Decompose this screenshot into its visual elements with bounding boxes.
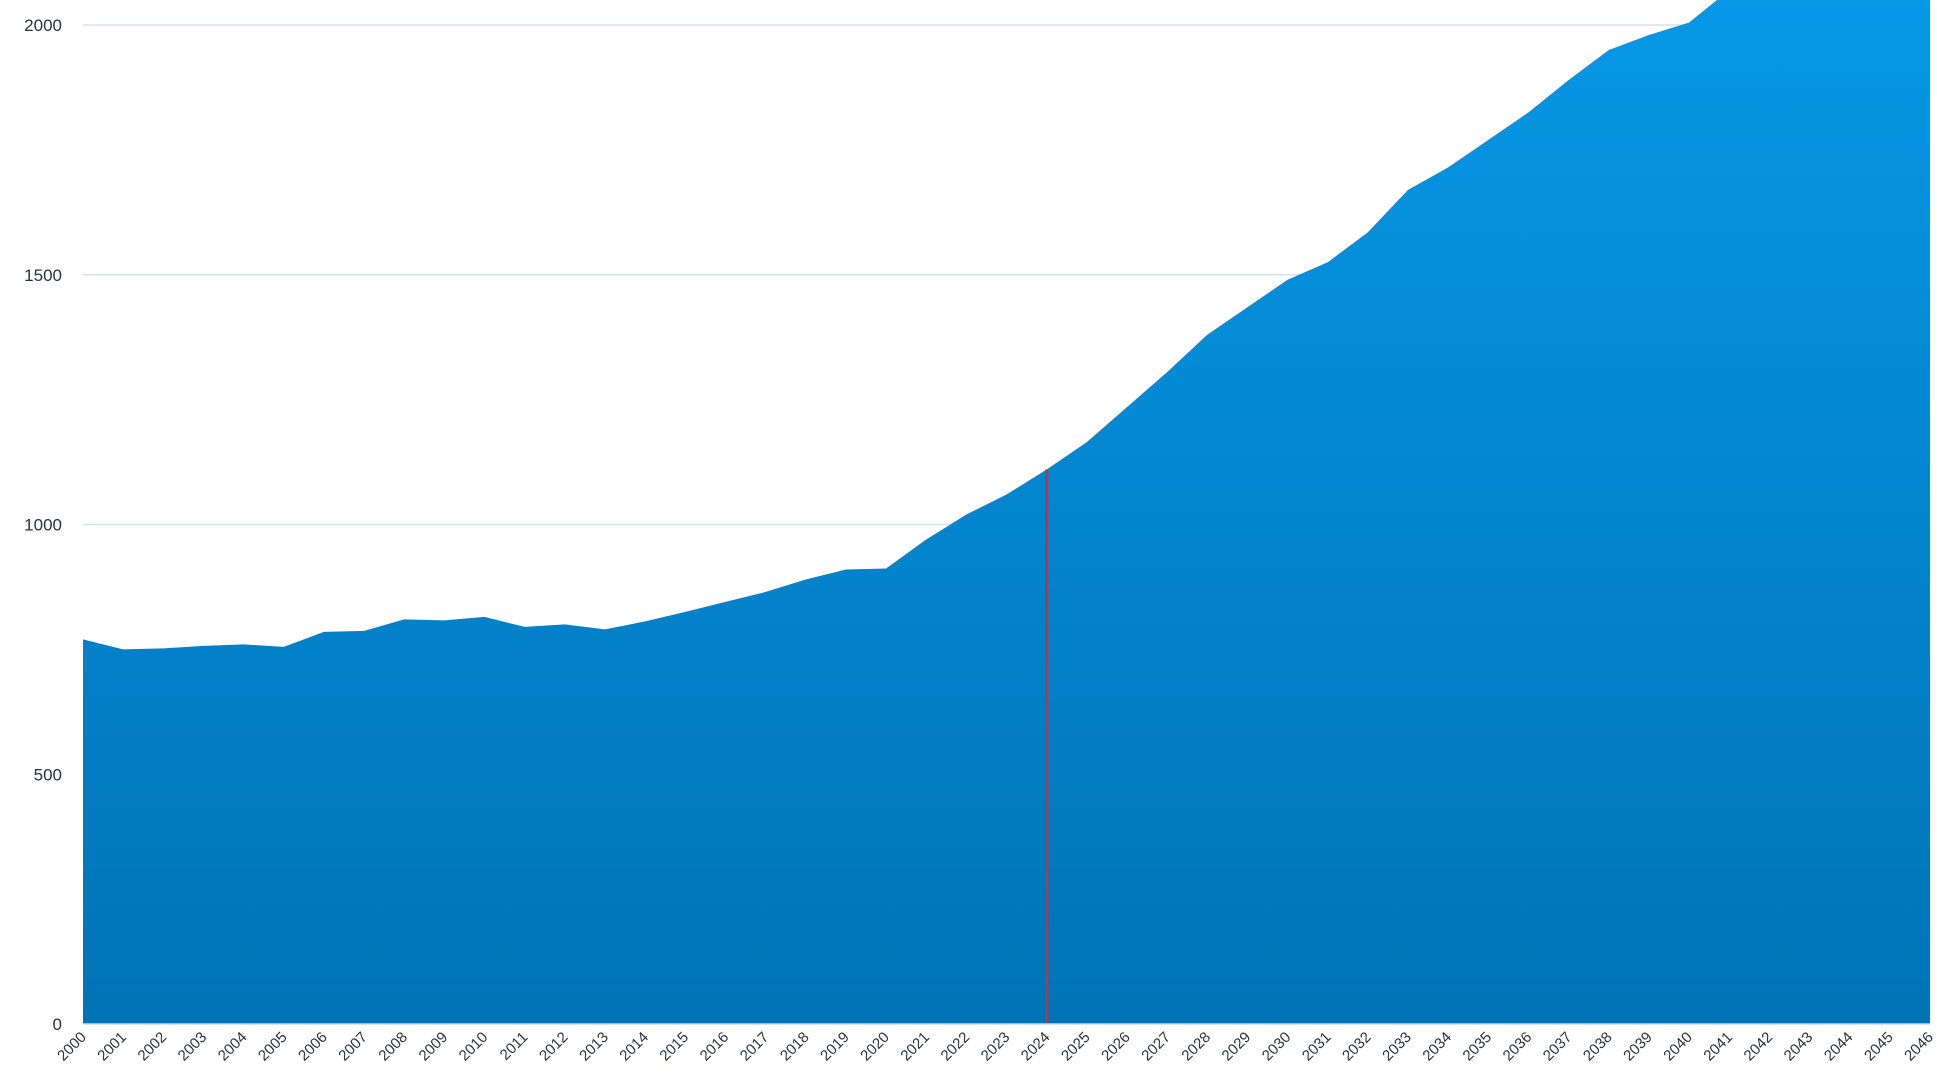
y-tick-label-500: 500 bbox=[34, 765, 62, 784]
x-tick-label-2002: 2002 bbox=[135, 1029, 171, 1065]
x-tick-label-2016: 2016 bbox=[697, 1029, 733, 1065]
x-tick-label-2018: 2018 bbox=[777, 1029, 813, 1065]
x-tick-label-2025: 2025 bbox=[1058, 1029, 1094, 1065]
x-tick-label-2000: 2000 bbox=[54, 1029, 90, 1065]
x-tick-label-2042: 2042 bbox=[1741, 1029, 1777, 1065]
x-tick-label-2045: 2045 bbox=[1861, 1029, 1897, 1065]
x-tick-label-2008: 2008 bbox=[375, 1029, 411, 1065]
x-tick-label-2010: 2010 bbox=[456, 1029, 492, 1065]
x-tick-label-2023: 2023 bbox=[978, 1029, 1014, 1065]
x-tick-label-2017: 2017 bbox=[737, 1029, 773, 1065]
x-tick-label-2041: 2041 bbox=[1700, 1029, 1736, 1065]
x-tick-label-2001: 2001 bbox=[94, 1029, 130, 1065]
y-tick-label-1000: 1000 bbox=[24, 516, 62, 535]
x-tick-label-2031: 2031 bbox=[1299, 1029, 1335, 1065]
x-tick-label-2021: 2021 bbox=[897, 1029, 933, 1065]
x-tick-label-2003: 2003 bbox=[175, 1029, 211, 1065]
x-tick-label-2046: 2046 bbox=[1901, 1029, 1937, 1065]
x-tick-label-2020: 2020 bbox=[857, 1029, 893, 1065]
x-tick-label-2033: 2033 bbox=[1379, 1029, 1415, 1065]
x-tick-label-2030: 2030 bbox=[1259, 1029, 1295, 1065]
x-tick-label-2040: 2040 bbox=[1660, 1029, 1696, 1065]
x-axis-tick-labels: 2000 2001 2002 2003 2004 2005 2006 2007 2008 2009… bbox=[54, 1029, 1937, 1065]
x-tick-label-2015: 2015 bbox=[656, 1029, 692, 1065]
x-tick-label-2032: 2032 bbox=[1339, 1029, 1375, 1065]
x-tick-label-2013: 2013 bbox=[576, 1029, 612, 1065]
x-tick-label-2026: 2026 bbox=[1098, 1029, 1134, 1065]
x-tick-label-2012: 2012 bbox=[536, 1029, 572, 1065]
area-series-fill bbox=[83, 0, 1930, 1024]
x-tick-label-2028: 2028 bbox=[1178, 1029, 1214, 1065]
x-tick-label-2004: 2004 bbox=[215, 1029, 251, 1065]
y-tick-label-0: 0 bbox=[53, 1015, 62, 1034]
x-tick-label-2029: 2029 bbox=[1219, 1029, 1255, 1065]
x-tick-label-2005: 2005 bbox=[255, 1029, 291, 1065]
x-tick-label-2019: 2019 bbox=[817, 1029, 853, 1065]
y-axis-tick-labels: 0 500 1000 1500 2000 bbox=[24, 16, 62, 1034]
x-tick-label-2034: 2034 bbox=[1419, 1029, 1455, 1065]
x-tick-label-2014: 2014 bbox=[616, 1029, 652, 1065]
x-tick-label-2024: 2024 bbox=[1018, 1029, 1054, 1065]
x-tick-label-2037: 2037 bbox=[1540, 1029, 1576, 1065]
x-tick-label-2038: 2038 bbox=[1580, 1029, 1616, 1065]
x-tick-label-2027: 2027 bbox=[1138, 1029, 1174, 1065]
y-tick-label-1500: 1500 bbox=[24, 266, 62, 285]
x-tick-label-2022: 2022 bbox=[938, 1029, 974, 1065]
x-tick-label-2036: 2036 bbox=[1500, 1029, 1536, 1065]
x-tick-label-2007: 2007 bbox=[335, 1029, 371, 1065]
x-tick-label-2043: 2043 bbox=[1781, 1029, 1817, 1065]
x-tick-label-2035: 2035 bbox=[1460, 1029, 1496, 1065]
y-tick-label-2000: 2000 bbox=[24, 16, 62, 35]
x-tick-label-2044: 2044 bbox=[1821, 1029, 1857, 1065]
x-tick-label-2006: 2006 bbox=[295, 1029, 331, 1065]
area-series bbox=[83, 0, 1930, 1024]
x-tick-label-2039: 2039 bbox=[1620, 1029, 1656, 1065]
x-tick-label-2011: 2011 bbox=[497, 1029, 532, 1064]
x-tick-label-2009: 2009 bbox=[416, 1029, 452, 1065]
